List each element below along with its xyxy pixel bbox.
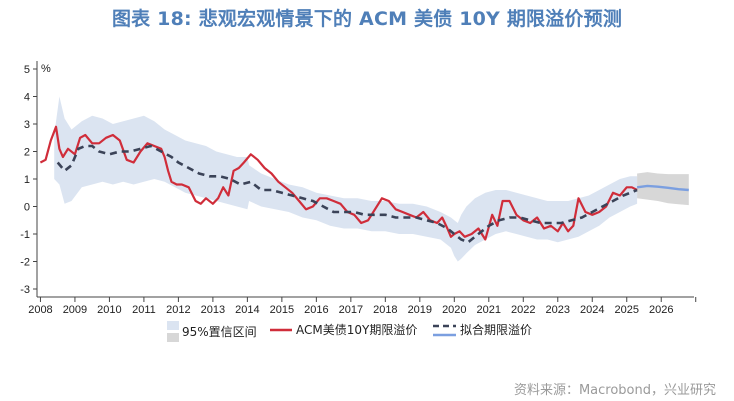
x-tick-label: 2023 xyxy=(546,304,570,316)
y-unit-label: % xyxy=(41,63,51,75)
series-forecast-line xyxy=(636,184,689,192)
y-tick-label: 5 xyxy=(24,64,30,76)
source-note: 资料来源：Macrobond，兴业研究 xyxy=(513,383,716,398)
series-actual-line xyxy=(39,125,638,241)
x-tick-label: 2009 xyxy=(63,304,87,316)
legend-swatch-band-historical xyxy=(167,321,179,330)
axes: 5 4 3 2 1 0 -1 -2 -3% 2008 2009 2010 2011 2012 2013 201… xyxy=(20,61,697,316)
y-tick-label: -2 xyxy=(20,257,30,269)
legend-label-fit: 拟合期限溢价 xyxy=(460,322,532,337)
y-tick-label: 0 xyxy=(24,202,30,214)
x-tick-label: 2022 xyxy=(511,304,535,316)
legend-swatch-band-forecast xyxy=(167,333,179,342)
y-tick-label: 1 xyxy=(24,174,30,186)
x-tick-label: 2025 xyxy=(615,304,639,316)
x-tick-label: 2017 xyxy=(339,304,363,316)
y-tick-label: -1 xyxy=(20,229,30,241)
x-tick-label: 2016 xyxy=(304,304,328,316)
y-tick-label: 2 xyxy=(24,147,30,159)
x-tick-label: 2015 xyxy=(270,304,294,316)
series-lines xyxy=(39,125,689,244)
band-95-forecast xyxy=(637,172,689,206)
x-tick-label: 2018 xyxy=(373,304,397,316)
y-tick-label: -3 xyxy=(20,284,30,296)
y-tick-label: 4 xyxy=(24,92,30,104)
legend-label-band: 95%置信区间 xyxy=(182,325,257,339)
band-95-historical xyxy=(54,96,638,262)
x-tick-label: 2019 xyxy=(408,304,432,316)
x-tick-label: 2010 xyxy=(97,304,121,316)
y-tick-label: 3 xyxy=(24,119,30,131)
x-tick-label: 2011 xyxy=(132,304,156,316)
x-tick-label: 2012 xyxy=(166,304,190,316)
legend-label-actual: ACM美债10Y期限溢价 xyxy=(296,323,417,337)
x-tick-label: 2020 xyxy=(442,304,466,316)
chart-title: 图表 18: 悲观宏观情景下的 ACM 美债 10Y 期限溢价预测 xyxy=(111,8,623,30)
x-tick-label: 2013 xyxy=(201,304,225,316)
x-tick-label: 2008 xyxy=(28,304,52,316)
x-tick-label: 2024 xyxy=(580,304,604,316)
x-tick-label: 2026 xyxy=(649,304,673,316)
legend: 95%置信区间 ACM美债10Y期限溢价 拟合期限溢价 xyxy=(167,321,532,342)
x-tick-label: 2014 xyxy=(235,304,259,316)
x-tick-label: 2021 xyxy=(477,304,501,316)
confidence-bands xyxy=(54,96,689,262)
